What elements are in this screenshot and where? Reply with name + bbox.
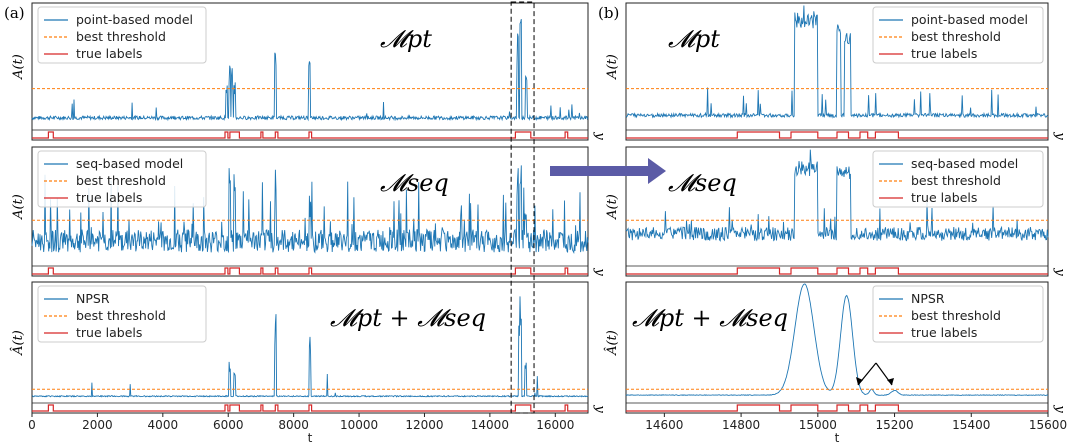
legend-entry: best threshold [76, 29, 166, 44]
y-axis-label: A(t) [11, 194, 26, 220]
row-a-0: point-based model best threshold true labe… [11, 2, 607, 141]
label-axis-label: y [1052, 131, 1067, 140]
legend-entry: seq-based model [911, 156, 1018, 171]
legend-entry: true labels [76, 325, 142, 340]
true-labels-series [626, 267, 1048, 275]
legend-box [37, 6, 207, 64]
legend-box [37, 150, 207, 208]
label-axis-label: y [592, 404, 607, 413]
legend-box [872, 285, 1044, 343]
y-axis-label: A(t) [605, 194, 620, 220]
panel-label-b: (b) [598, 4, 619, 22]
x-tick-label: 15400 [952, 418, 990, 432]
zoom-window [510, 1, 535, 414]
y-axis-label: A(t) [605, 54, 620, 80]
legend-box [872, 6, 1044, 64]
true-labels-series [626, 404, 1048, 412]
axes-frame [31, 2, 589, 141]
axes-frame [31, 281, 589, 414]
legend-entry: NPSR [76, 291, 110, 306]
y-axis-label: Â(t) [604, 330, 620, 356]
arrow-shaft [550, 166, 650, 176]
legend-box [37, 285, 207, 343]
x-tick-label: 4000 [148, 418, 179, 432]
legend-entry: point-based model [911, 12, 1028, 27]
model-score-series [625, 5, 1049, 119]
x-tick-label: 14600 [645, 418, 683, 432]
model-score-series [31, 165, 589, 254]
x-tick-label: 16000 [536, 418, 574, 432]
zoom-arrow [550, 158, 666, 184]
x-tick-label: 2000 [82, 418, 113, 432]
y-axis-label: Â(t) [10, 330, 26, 356]
x-tick-label: 6000 [213, 418, 244, 432]
legend-entry: best threshold [76, 173, 166, 188]
x-axis-label: t [835, 431, 840, 444]
x-tick-label: 15000 [799, 418, 837, 432]
label-axis-label: y [1052, 404, 1067, 413]
legend-entry: best threshold [911, 308, 1001, 323]
y-axis-label: A(t) [11, 54, 26, 80]
legend-entry: best threshold [76, 308, 166, 323]
legend-entry: true labels [911, 325, 977, 340]
x-tick-label: 10000 [340, 418, 378, 432]
legend-entry: true labels [911, 46, 977, 61]
true-labels-series [32, 267, 588, 275]
x-tick-label: 12000 [405, 418, 443, 432]
row-b-1: seq-based model best threshold true labels… [605, 146, 1067, 277]
legend-entry: best threshold [911, 173, 1001, 188]
panel-label-a: (a) [4, 4, 25, 22]
model-score-series [625, 149, 1049, 242]
x-tick-label: 15200 [875, 418, 913, 432]
x-tick-label: 8000 [278, 418, 309, 432]
legend-entry: seq-based model [76, 156, 183, 171]
true-labels-series [32, 131, 588, 139]
row-b-0: point-based model best threshold true labe… [605, 2, 1067, 141]
row-title: 𝓜seq [380, 169, 449, 197]
arrow-head [648, 158, 666, 184]
legend-box [872, 150, 1044, 208]
row-title: 𝓜pt + 𝓜seq [632, 304, 788, 332]
label-axis-label: y [592, 131, 607, 140]
label-axis-label: y [592, 267, 607, 276]
true-labels-series [32, 404, 588, 412]
row-title: 𝓜seq [668, 169, 737, 197]
x-tick-label: 15600 [1029, 418, 1067, 432]
row-b-2: NPSR best threshold true labels 𝓜pt + 𝓜seq Â… [604, 281, 1067, 414]
x-tick-label: 0 [28, 418, 36, 432]
legend-entry: true labels [911, 190, 977, 205]
x-tick-label: 14800 [722, 418, 760, 432]
legend-entry: point-based model [76, 12, 193, 27]
legend-entry: true labels [76, 46, 142, 61]
row-title: 𝓜pt [668, 25, 720, 53]
model-score-series [31, 296, 589, 398]
row-a-1: seq-based model best threshold true labels… [11, 146, 607, 277]
legend-entry: best threshold [911, 29, 1001, 44]
x-tick-label: 14000 [471, 418, 509, 432]
legend-entry: NPSR [911, 291, 945, 306]
true-labels-series [626, 131, 1048, 139]
axes-frame [31, 146, 589, 277]
model-score-series [31, 19, 589, 122]
annotation-arrows [856, 362, 894, 386]
x-axis-label: t [308, 431, 313, 444]
annotation-arrow-head [856, 377, 863, 385]
axes-frame [625, 281, 1049, 414]
row-title: 𝓜pt [380, 25, 432, 53]
row-title: 𝓜pt + 𝓜seq [330, 304, 486, 332]
legend-entry: true labels [76, 190, 142, 205]
label-axis-label: y [1052, 267, 1067, 276]
axes-frame [625, 146, 1049, 277]
annotation-arrow-head [887, 378, 894, 385]
x-axis: 0 2000 4000 6000 8000 10000 12000 14000 16000 t [28, 413, 574, 444]
panel-a: point-based model best threshold true labe… [10, 1, 607, 444]
x-axis: 14600 14800 15000 15200 15400 15600 t [645, 413, 1067, 444]
row-a-2: NPSR best threshold true labels 𝓜pt + 𝓜seq Â… [10, 281, 607, 414]
model-score-series [625, 283, 1049, 396]
axes-frame [625, 2, 1049, 141]
